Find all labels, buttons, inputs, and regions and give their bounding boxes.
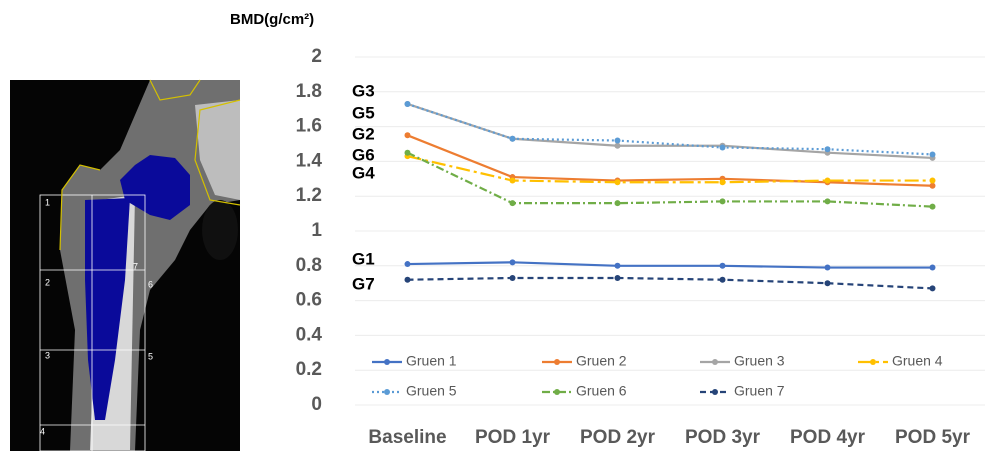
y-tick-label: 2 <box>311 46 322 67</box>
x-tick-label: POD 2yr <box>580 427 656 448</box>
annotation: G1 <box>352 249 375 268</box>
point <box>510 275 516 281</box>
annotation: G4 <box>352 163 375 182</box>
x-tick-label: POD 1yr <box>475 427 551 448</box>
legend-label: Gruen 5 <box>406 383 457 399</box>
point <box>615 275 621 281</box>
point <box>615 179 621 185</box>
point <box>405 101 411 107</box>
series-line <box>408 135 933 185</box>
foramen <box>202 200 238 260</box>
y-tick-label: 0.8 <box>296 255 322 276</box>
y-tick-label: 0 <box>311 394 322 415</box>
legend-label: Gruen 4 <box>892 353 943 369</box>
point <box>720 144 726 150</box>
point <box>405 132 411 138</box>
zone-label: 7 <box>133 261 138 271</box>
figure: BMD(g/cm²) 1 2 3 4 5 67 0 0.2 0.4 0.6 0.8 1 1.2 1.4 1.… <box>0 0 985 451</box>
zone-label: 5 <box>148 351 153 361</box>
point <box>825 280 831 286</box>
point <box>405 277 411 283</box>
point <box>825 265 831 271</box>
point <box>930 183 936 189</box>
zone-label: 3 <box>45 350 50 360</box>
x-tick-label: Baseline <box>368 427 446 448</box>
annotation: G2 <box>352 124 375 143</box>
y-tick-label: 1.2 <box>296 185 322 206</box>
zone-label: 1 <box>45 197 50 207</box>
point <box>615 200 621 206</box>
point <box>825 178 831 184</box>
point <box>720 198 726 204</box>
point <box>510 259 516 265</box>
annotation: G7 <box>352 274 375 293</box>
point <box>720 179 726 185</box>
series-line <box>408 156 933 182</box>
annotation: G6 <box>352 145 375 164</box>
legend-label: Gruen 6 <box>576 383 627 399</box>
zone-label: 4 <box>40 426 45 436</box>
point <box>615 138 621 144</box>
legend-label: Gruen 7 <box>734 383 785 399</box>
y-axis-title: BMD(g/cm²) <box>230 11 314 28</box>
x-tick-label: POD 5yr <box>895 427 971 448</box>
annotation: G5 <box>352 103 375 122</box>
point <box>510 178 516 184</box>
point <box>720 263 726 269</box>
y-tick-label: 0.6 <box>296 290 322 311</box>
point <box>825 146 831 152</box>
point <box>405 150 411 156</box>
legend-label: Gruen 1 <box>406 353 457 369</box>
point <box>720 277 726 283</box>
point <box>510 136 516 142</box>
x-tick-label: POD 4yr <box>790 427 866 448</box>
legend-marker <box>384 359 390 365</box>
zone-label: 6 <box>148 279 153 289</box>
legend-marker <box>712 389 718 395</box>
legend-marker <box>384 389 390 395</box>
legend-marker <box>554 389 560 395</box>
y-tick-label: 1.4 <box>296 150 323 171</box>
legend-marker <box>712 359 718 365</box>
series-line <box>408 262 933 267</box>
annotation: G3 <box>352 81 375 100</box>
legend-label: Gruen 3 <box>734 353 785 369</box>
y-tick-label: 1.6 <box>296 116 322 137</box>
y-tick-label: 0.2 <box>296 359 322 380</box>
point <box>825 198 831 204</box>
series-line <box>408 278 933 288</box>
point <box>930 204 936 210</box>
point <box>510 200 516 206</box>
y-tick-label: 1.8 <box>296 81 322 102</box>
point <box>615 143 621 149</box>
y-tick-label: 1 <box>311 220 322 241</box>
y-tick-label: 0.4 <box>296 324 323 345</box>
point <box>930 265 936 271</box>
point <box>930 285 936 291</box>
legend-label: Gruen 2 <box>576 353 627 369</box>
series-line <box>408 104 933 158</box>
zone-label: 2 <box>45 277 50 287</box>
point <box>615 263 621 269</box>
point <box>405 261 411 267</box>
point <box>930 178 936 184</box>
legend-marker <box>870 359 876 365</box>
point <box>930 151 936 157</box>
legend-marker <box>554 359 560 365</box>
xray-image <box>10 80 240 451</box>
x-tick-label: POD 3yr <box>685 427 761 448</box>
